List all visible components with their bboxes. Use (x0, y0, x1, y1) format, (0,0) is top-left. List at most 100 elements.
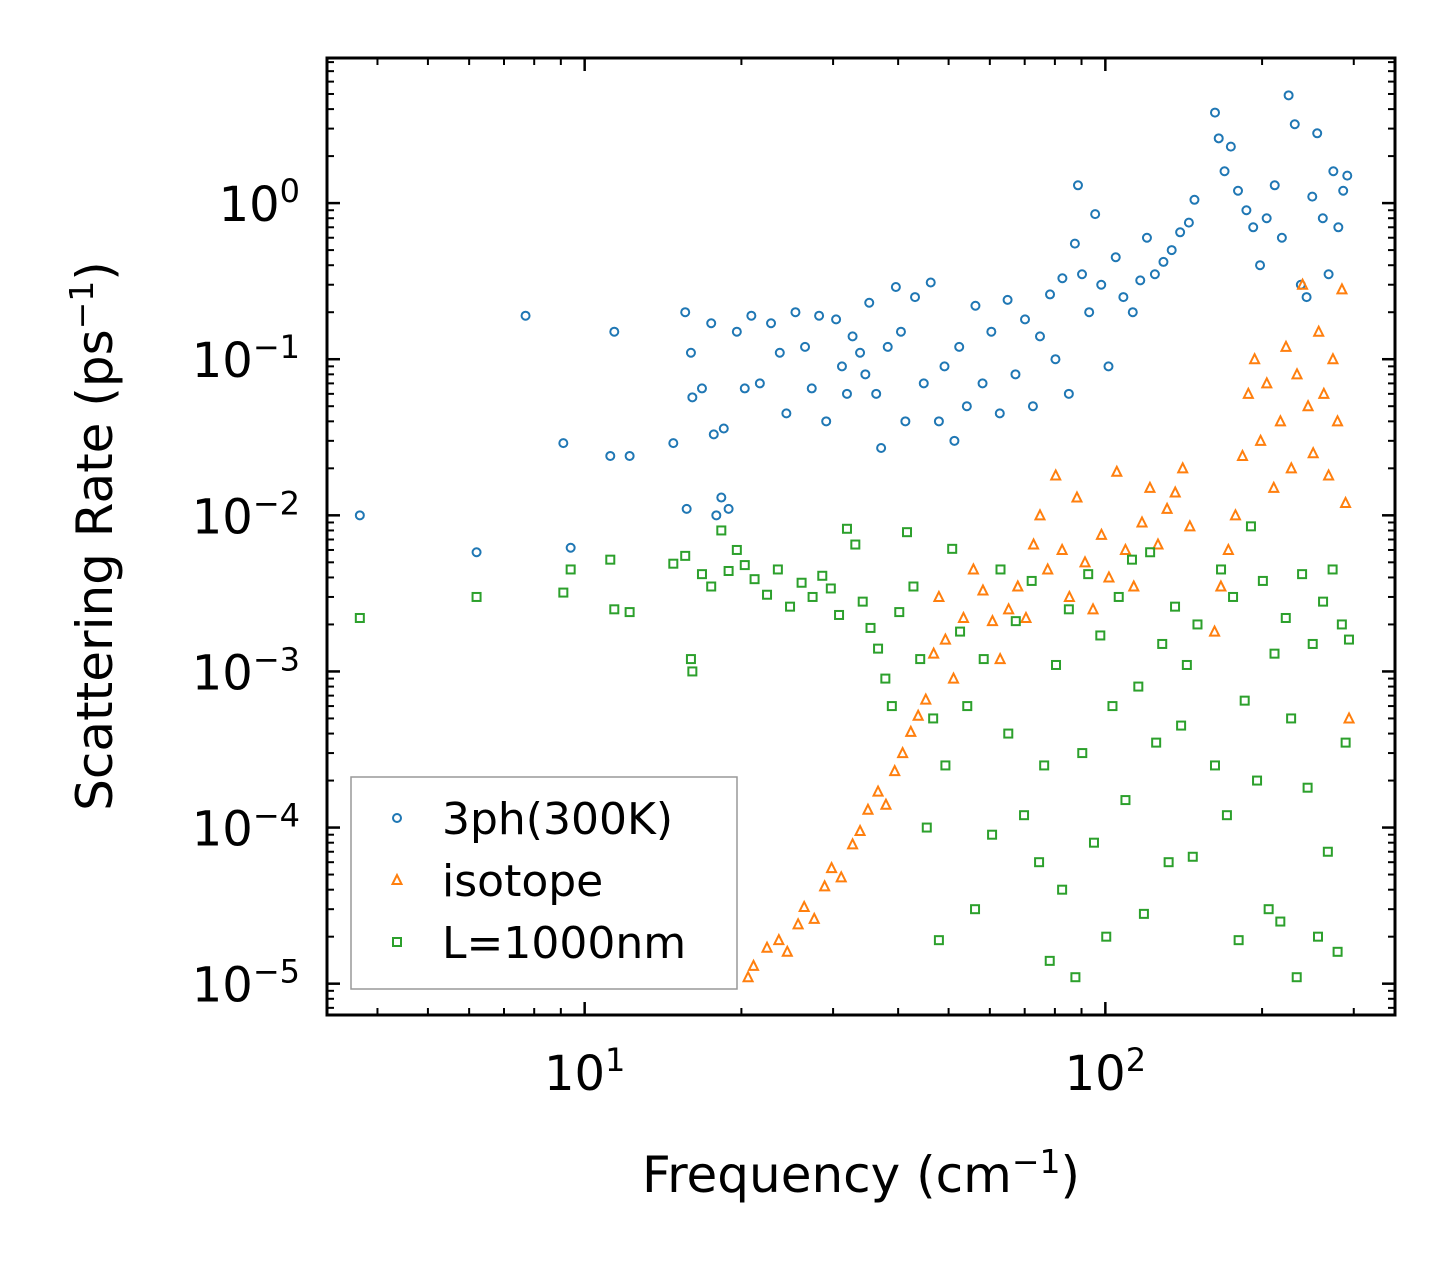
data-point (860, 369, 871, 380)
data-point (1286, 713, 1297, 724)
data-point (1342, 170, 1353, 181)
data-point (716, 492, 727, 503)
data-point (1301, 398, 1315, 412)
data-point (1312, 931, 1323, 942)
y-tick-label: 10−3 (192, 640, 300, 701)
data-point (947, 671, 960, 684)
data-point (605, 554, 616, 565)
data-point (947, 543, 958, 554)
data-point (836, 361, 847, 372)
data-point (978, 654, 989, 665)
data-point (1078, 555, 1092, 568)
data-point (772, 564, 783, 575)
data-point (977, 378, 988, 389)
data-point (354, 612, 365, 623)
data-point (841, 388, 852, 399)
data-point (1239, 695, 1250, 706)
data-point (731, 544, 742, 555)
data-point (1151, 537, 1165, 550)
data-point (1209, 107, 1220, 118)
data-point (1113, 591, 1124, 602)
data-point (880, 673, 891, 684)
data-point (1110, 464, 1123, 477)
data-point (1077, 748, 1088, 759)
data-point (918, 378, 929, 389)
data-point (846, 837, 859, 850)
data-point (1096, 279, 1107, 290)
data-point (1248, 351, 1261, 365)
data-point (800, 341, 811, 352)
data-point (865, 622, 876, 633)
data-point (896, 745, 909, 759)
data-point (1002, 602, 1015, 615)
data-point (1002, 294, 1013, 305)
data-point (970, 300, 981, 311)
data-point (1095, 527, 1108, 540)
data-point (1069, 238, 1080, 249)
data-point (886, 701, 897, 712)
data-point (1233, 185, 1244, 196)
data-point (668, 558, 679, 569)
data-point (1070, 972, 1081, 983)
data-point (1301, 292, 1312, 303)
data-point (1083, 569, 1094, 580)
data-point (834, 609, 845, 620)
data-point (919, 692, 932, 705)
data-point (1328, 166, 1339, 177)
data-point (1063, 604, 1074, 615)
data-point (1143, 480, 1157, 493)
y-tick-label-base: 10 (192, 333, 253, 389)
data-point (747, 958, 760, 971)
data-point (1183, 519, 1196, 532)
data-point (861, 802, 875, 815)
data-point (1267, 480, 1280, 493)
data-point (1323, 269, 1334, 280)
data-point (882, 341, 893, 352)
data-point (871, 388, 882, 399)
data-point (798, 899, 811, 912)
data-point (1280, 612, 1291, 623)
data-point (706, 581, 717, 592)
data-point (520, 310, 531, 321)
y-tick-label-exponent: 0 (280, 172, 300, 210)
data-point (871, 784, 885, 797)
data-point (1166, 245, 1177, 256)
data-point (1057, 273, 1068, 284)
data-point (1107, 701, 1118, 712)
data-point (807, 591, 818, 602)
data-point (1254, 433, 1267, 446)
data-point (890, 282, 901, 293)
data-point (1126, 554, 1137, 565)
data-point (933, 935, 944, 946)
data-point (696, 383, 707, 394)
data-point (1090, 209, 1101, 220)
data-point (1297, 569, 1308, 580)
data-point (1229, 508, 1242, 521)
data-point (1088, 837, 1099, 848)
data-point (1209, 760, 1220, 771)
data-point (1027, 537, 1040, 550)
y-tick-label: 10−5 (192, 953, 300, 1014)
data-point (939, 361, 950, 372)
data-point (1233, 935, 1244, 946)
data-point (912, 708, 925, 721)
data-point (772, 932, 785, 946)
data-point (955, 626, 966, 637)
y-tick-label-exponent: −2 (253, 484, 300, 522)
data-point (962, 701, 973, 712)
data-point (1095, 630, 1106, 641)
data-point (718, 423, 729, 434)
data-point (900, 416, 911, 427)
data-point (933, 416, 944, 427)
data-point (791, 917, 805, 930)
data-point (1063, 388, 1074, 399)
data-point (1176, 720, 1187, 731)
data-point (1252, 775, 1263, 786)
data-point (741, 969, 755, 983)
data-point (781, 944, 794, 957)
data-point (1176, 461, 1189, 474)
data-point (1257, 575, 1268, 586)
data-point (1318, 596, 1329, 607)
x-tick-label: 101 (544, 1041, 625, 1102)
